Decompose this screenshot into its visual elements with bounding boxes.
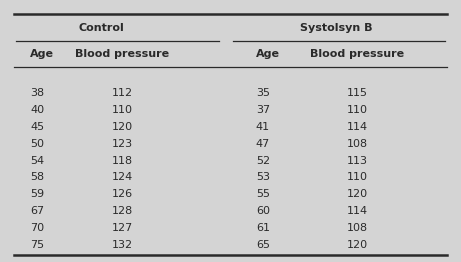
Text: 60: 60 (256, 206, 270, 216)
Text: Age: Age (256, 49, 280, 59)
Text: 126: 126 (112, 189, 133, 199)
Text: Systolsyn B: Systolsyn B (300, 23, 373, 32)
Text: 123: 123 (112, 139, 133, 149)
Text: Control: Control (78, 23, 124, 32)
Text: 58: 58 (30, 172, 44, 182)
Text: 50: 50 (30, 139, 44, 149)
Text: 37: 37 (256, 105, 270, 115)
Text: 38: 38 (30, 88, 44, 98)
Text: 53: 53 (256, 172, 270, 182)
Text: 70: 70 (30, 223, 44, 233)
Text: 45: 45 (30, 122, 44, 132)
Text: 114: 114 (347, 122, 368, 132)
Text: 118: 118 (112, 156, 133, 166)
Text: 52: 52 (256, 156, 270, 166)
Text: 54: 54 (30, 156, 44, 166)
Text: 108: 108 (347, 139, 368, 149)
Text: 113: 113 (347, 156, 368, 166)
Text: 124: 124 (112, 172, 133, 182)
Text: 47: 47 (256, 139, 270, 149)
Text: 110: 110 (347, 105, 368, 115)
Text: 108: 108 (347, 223, 368, 233)
Text: 132: 132 (112, 240, 133, 250)
Text: Blood pressure: Blood pressure (75, 49, 169, 59)
Text: 55: 55 (256, 189, 270, 199)
Text: 115: 115 (347, 88, 368, 98)
Text: 120: 120 (347, 240, 368, 250)
Text: 59: 59 (30, 189, 44, 199)
Text: 67: 67 (30, 206, 44, 216)
Text: 61: 61 (256, 223, 270, 233)
Text: 110: 110 (347, 172, 368, 182)
Text: 41: 41 (256, 122, 270, 132)
Text: 120: 120 (347, 189, 368, 199)
Text: 127: 127 (112, 223, 133, 233)
Text: Age: Age (30, 49, 54, 59)
Text: 112: 112 (112, 88, 133, 98)
Text: 120: 120 (112, 122, 133, 132)
Text: Blood pressure: Blood pressure (310, 49, 404, 59)
Text: 110: 110 (112, 105, 133, 115)
Text: 114: 114 (347, 206, 368, 216)
Text: 65: 65 (256, 240, 270, 250)
Text: 35: 35 (256, 88, 270, 98)
Text: 75: 75 (30, 240, 44, 250)
Text: 40: 40 (30, 105, 44, 115)
Text: 128: 128 (112, 206, 133, 216)
